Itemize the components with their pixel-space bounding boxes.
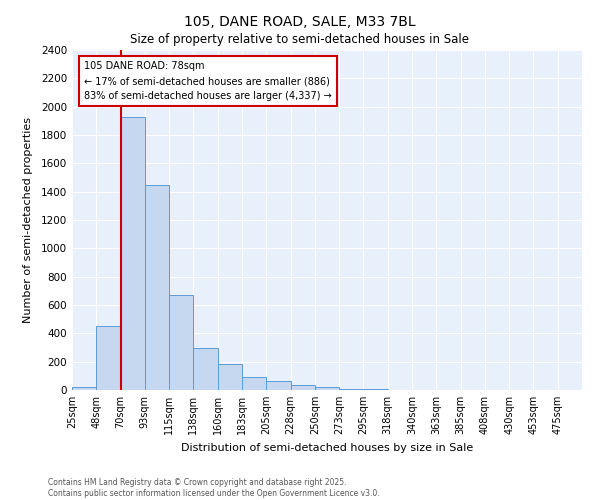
- Bar: [266, 381, 290, 390]
- Y-axis label: Number of semi-detached properties: Number of semi-detached properties: [23, 117, 32, 323]
- Text: 105, DANE ROAD, SALE, M33 7BL: 105, DANE ROAD, SALE, M33 7BL: [184, 15, 416, 29]
- Bar: [242, 378, 266, 390]
- Bar: [290, 385, 315, 390]
- X-axis label: Distribution of semi-detached houses by size in Sale: Distribution of semi-detached houses by …: [181, 442, 473, 452]
- Bar: [315, 387, 339, 390]
- Bar: [96, 326, 121, 390]
- Text: 105 DANE ROAD: 78sqm
← 17% of semi-detached houses are smaller (886)
83% of semi: 105 DANE ROAD: 78sqm ← 17% of semi-detac…: [84, 62, 332, 101]
- Bar: [218, 364, 242, 390]
- Text: Contains HM Land Registry data © Crown copyright and database right 2025.
Contai: Contains HM Land Registry data © Crown c…: [48, 478, 380, 498]
- Bar: [169, 295, 193, 390]
- Bar: [193, 348, 218, 390]
- Bar: [72, 387, 96, 390]
- Bar: [121, 116, 145, 390]
- Text: Size of property relative to semi-detached houses in Sale: Size of property relative to semi-detach…: [131, 32, 470, 46]
- Bar: [339, 388, 364, 390]
- Bar: [145, 184, 169, 390]
